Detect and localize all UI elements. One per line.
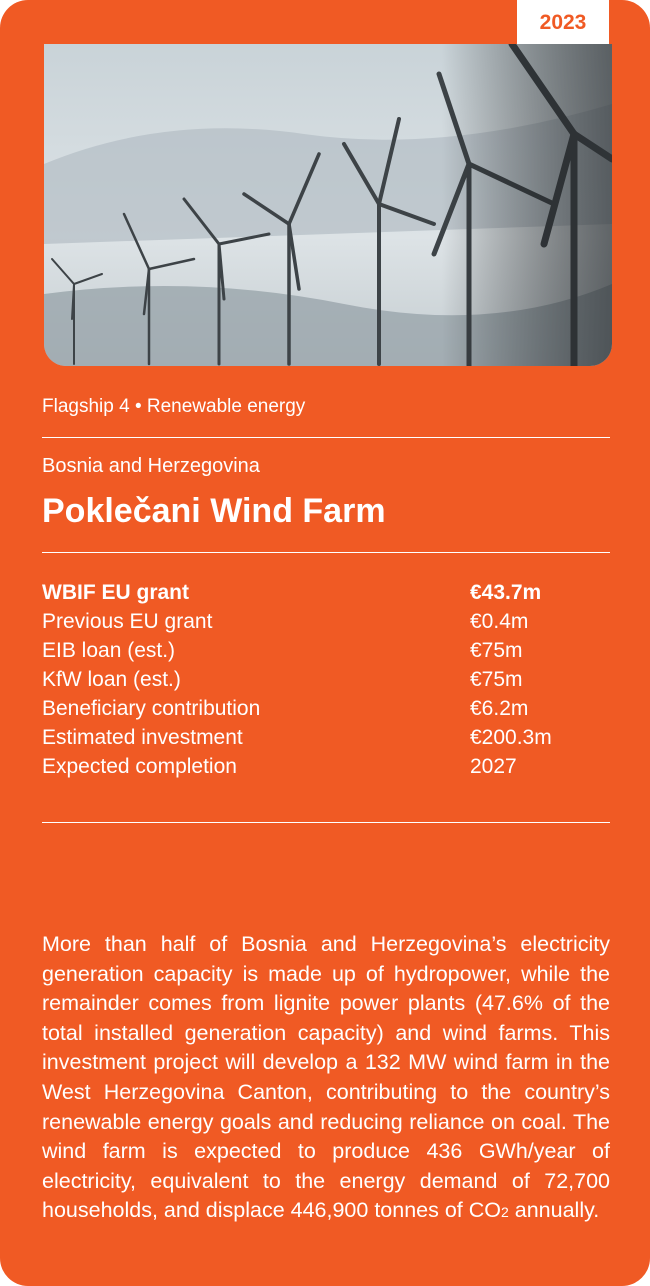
flagship-label: Flagship 4 • Renewable energy (42, 396, 305, 418)
row-label: EIB loan (est.) (42, 639, 175, 662)
row-value: €6.2m (470, 694, 528, 723)
row-value: €0.4m (470, 607, 528, 636)
project-card: 2023 (0, 0, 650, 1286)
country: Bosnia and Herzegovina (42, 455, 260, 478)
table-row: WBIF EU grant €43.7m (42, 578, 610, 607)
divider (42, 552, 610, 553)
description-end: annually. (509, 1198, 599, 1222)
table-row: EIB loan (est.) €75m (42, 636, 610, 665)
table-row: Beneficiary contribution €6.2m (42, 694, 610, 723)
table-row: Expected completion 2027 (42, 752, 610, 781)
year-tab: 2023 (517, 0, 609, 44)
table-row: Estimated investment €200.3m (42, 723, 610, 752)
row-value: €75m (470, 636, 523, 665)
row-label: KfW loan (est.) (42, 668, 181, 691)
row-value: €200.3m (470, 723, 552, 752)
row-value: €43.7m (470, 578, 541, 607)
funding-table: WBIF EU grant €43.7m Previous EU grant €0.4… (42, 578, 610, 781)
row-value: 2027 (470, 752, 517, 781)
description-text: More than half of Bosnia and Herzegovina… (42, 932, 610, 1222)
row-label: Previous EU grant (42, 610, 212, 633)
row-value: €75m (470, 665, 523, 694)
project-title: Poklečani Wind Farm (42, 492, 386, 531)
page: {"year": "2023", "flagship": "Flagship 4… (0, 0, 650, 1286)
table-row: KfW loan (est.) €75m (42, 665, 610, 694)
wind-turbine-image (44, 44, 612, 366)
divider (42, 437, 610, 438)
photo (44, 44, 612, 366)
row-label: WBIF EU grant (42, 581, 189, 604)
row-label: Beneficiary contribution (42, 697, 260, 720)
table-row: Previous EU grant €0.4m (42, 607, 610, 636)
row-label: Estimated investment (42, 726, 243, 749)
divider (42, 822, 610, 823)
description: More than half of Bosnia and Herzegovina… (42, 930, 610, 1228)
subscript: 2 (501, 1204, 509, 1220)
row-label: Expected completion (42, 755, 237, 778)
